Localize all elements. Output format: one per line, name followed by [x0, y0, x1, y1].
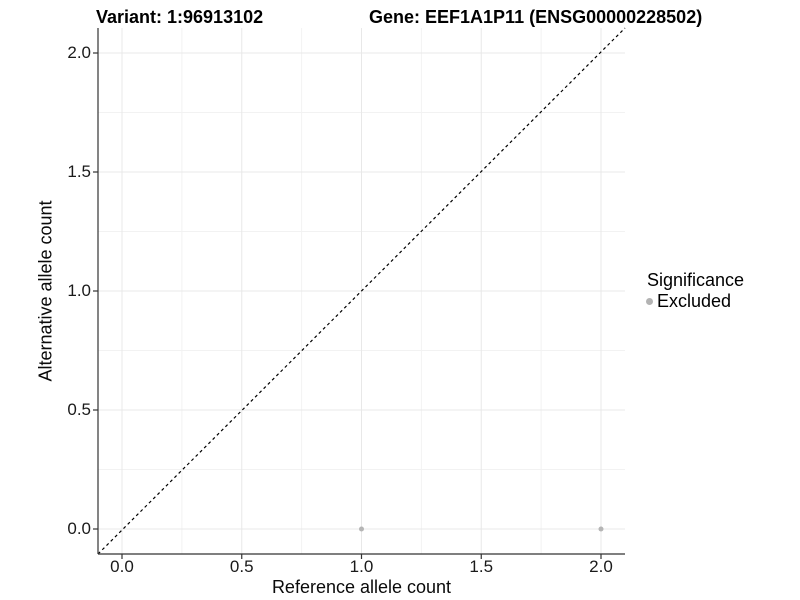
- legend-entry-excluded: Excluded: [641, 291, 744, 312]
- legend: Significance Excluded: [641, 269, 744, 312]
- gene-title: Gene: EEF1A1P11 (ENSG00000228502): [369, 7, 703, 27]
- y-tick-label: 0.0: [67, 519, 91, 538]
- data-point: [359, 526, 364, 532]
- x-tick-label: 1.5: [469, 557, 494, 576]
- x-tick-label: 0.5: [229, 557, 254, 576]
- y-tick-label: 1.0: [67, 281, 91, 300]
- legend-point-icon: [646, 298, 653, 305]
- x-axis-title: Reference allele count: [271, 577, 452, 597]
- legend-title: Significance: [647, 270, 745, 290]
- data-points: [359, 526, 604, 532]
- y-tick-label: 0.5: [67, 400, 91, 419]
- x-tick-label: 2.0: [589, 557, 613, 576]
- y-tick-label: 2.0: [67, 43, 91, 62]
- variant-title: Variant: 1:96913102: [96, 7, 264, 27]
- x-tick-label: 0.0: [110, 557, 134, 576]
- identity-line: [97, 27, 626, 555]
- data-point: [598, 526, 604, 532]
- y-tick-label: 1.5: [67, 162, 91, 181]
- identity-reference-line: [97, 27, 626, 555]
- y-axis-title: Alternative allele count: [35, 200, 56, 382]
- x-tick-label: 1.0: [349, 557, 374, 576]
- axis-tick-marks: [93, 52, 602, 559]
- legend-entry-label: Excluded: [657, 291, 732, 311]
